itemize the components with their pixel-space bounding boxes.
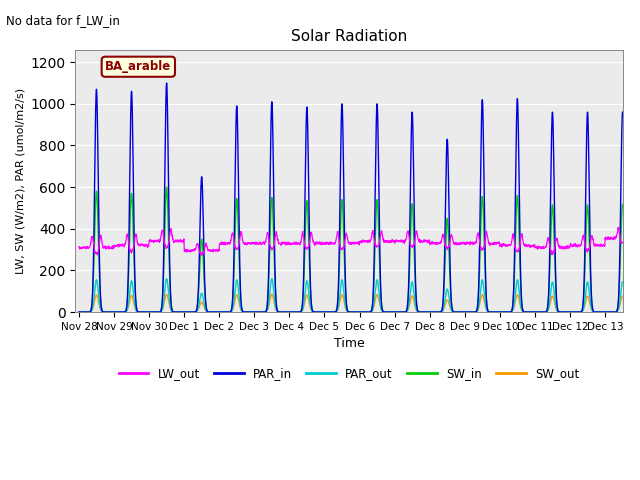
X-axis label: Time: Time [333, 337, 364, 350]
Legend: LW_out, PAR_in, PAR_out, SW_in, SW_out: LW_out, PAR_in, PAR_out, SW_in, SW_out [114, 362, 584, 385]
Title: Solar Radiation: Solar Radiation [291, 29, 407, 44]
Y-axis label: LW, SW (W/m2), PAR (umol/m2/s): LW, SW (W/m2), PAR (umol/m2/s) [15, 88, 25, 274]
Text: BA_arable: BA_arable [105, 60, 172, 73]
Text: No data for f_LW_in: No data for f_LW_in [6, 14, 120, 27]
